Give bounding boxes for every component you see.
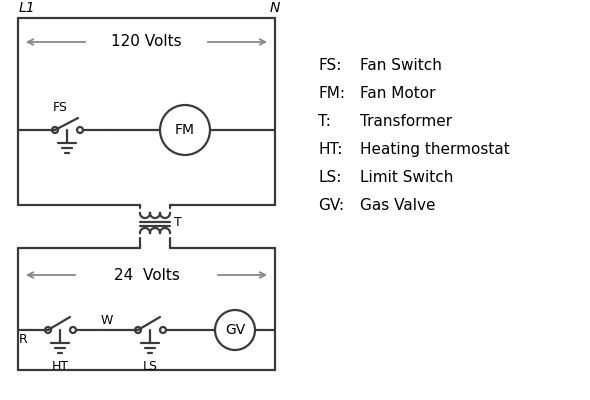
Text: 24  Volts: 24 Volts bbox=[113, 268, 179, 282]
Text: FM:: FM: bbox=[318, 86, 345, 101]
Text: LS:: LS: bbox=[318, 170, 342, 185]
Text: T:: T: bbox=[318, 114, 331, 129]
Text: HT:: HT: bbox=[318, 142, 342, 157]
Text: GV: GV bbox=[225, 323, 245, 337]
Text: Gas Valve: Gas Valve bbox=[360, 198, 435, 213]
Text: FS:: FS: bbox=[318, 58, 342, 73]
Text: W: W bbox=[101, 314, 113, 327]
Text: FM: FM bbox=[175, 123, 195, 137]
Text: N: N bbox=[270, 1, 280, 15]
Text: T: T bbox=[174, 216, 182, 228]
Text: FS: FS bbox=[53, 101, 68, 114]
Text: L1: L1 bbox=[19, 1, 35, 15]
Text: LS: LS bbox=[143, 360, 158, 373]
Text: Heating thermostat: Heating thermostat bbox=[360, 142, 510, 157]
Text: Fan Motor: Fan Motor bbox=[360, 86, 435, 101]
Text: 120 Volts: 120 Volts bbox=[111, 34, 182, 50]
Text: Fan Switch: Fan Switch bbox=[360, 58, 442, 73]
Text: GV:: GV: bbox=[318, 198, 344, 213]
Text: R: R bbox=[19, 333, 28, 346]
Text: HT: HT bbox=[51, 360, 68, 373]
Text: Transformer: Transformer bbox=[360, 114, 452, 129]
Text: Limit Switch: Limit Switch bbox=[360, 170, 453, 185]
